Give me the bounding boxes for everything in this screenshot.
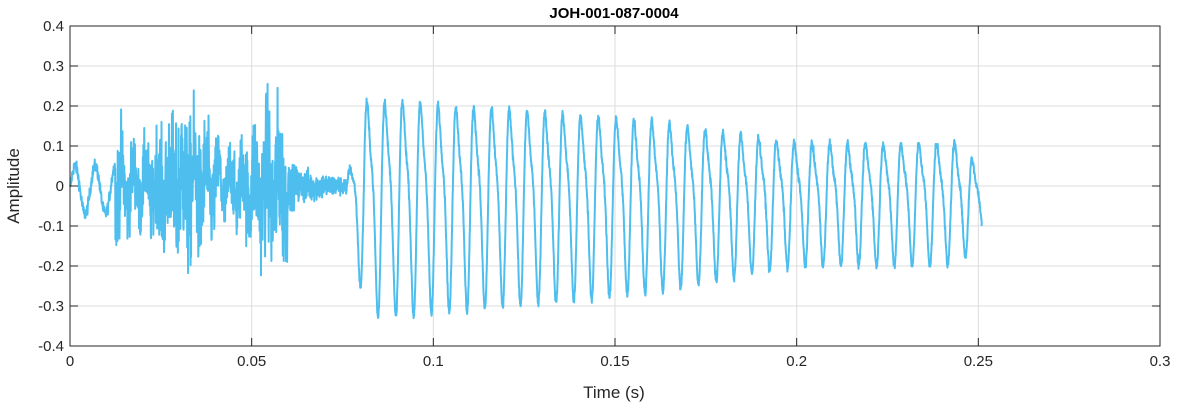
y-tick-label: -0.2	[38, 258, 64, 275]
x-tick-label: 0.05	[237, 353, 266, 370]
plot-area	[69, 82, 983, 320]
y-tick-label: -0.3	[38, 298, 64, 315]
y-tick-label: 0.1	[43, 138, 64, 155]
x-tick-label: 0	[66, 353, 74, 370]
y-axis-label: Amplitude	[4, 148, 23, 224]
y-tick-label: 0.2	[43, 98, 64, 115]
waveform-line	[69, 82, 983, 320]
y-tick-label: 0	[56, 178, 64, 195]
x-axis-label: Time (s)	[583, 383, 645, 402]
x-tick-label: 0.3	[1150, 353, 1171, 370]
y-tick-label: -0.4	[38, 338, 64, 355]
chart-title: JOH-001-087-0004	[549, 5, 679, 22]
grid	[70, 26, 1160, 346]
y-tick-label: -0.1	[38, 218, 64, 235]
x-tick-labels: 0 0.05 0.1 0.15 0.2 0.25 0.3	[66, 353, 1171, 370]
ticks	[69, 25, 1161, 347]
y-tick-labels: -0.4 -0.3 -0.2 -0.1 0 0.1 0.2 0.3 0.4	[38, 18, 64, 355]
x-tick-label: 0.15	[600, 353, 629, 370]
x-tick-label: 0.25	[964, 353, 993, 370]
x-tick-label: 0.2	[786, 353, 807, 370]
y-tick-label: 0.3	[43, 58, 64, 75]
x-tick-label: 0.1	[423, 353, 444, 370]
y-tick-label: 0.4	[43, 18, 64, 35]
